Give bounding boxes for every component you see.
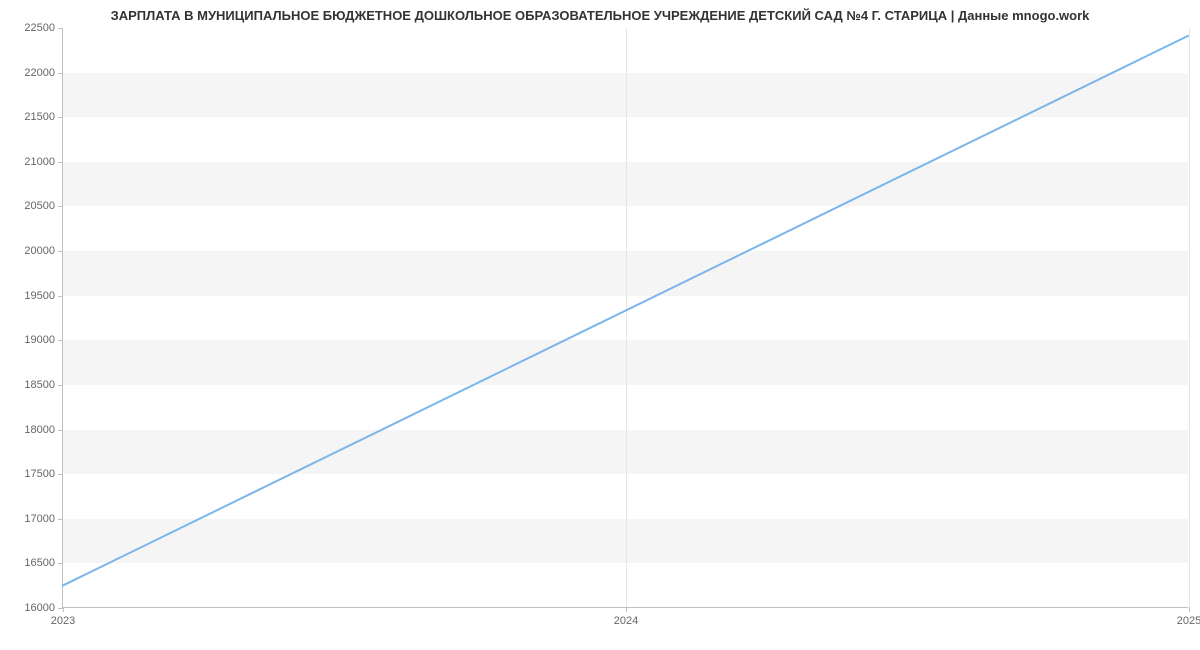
x-tick-mark [63, 607, 64, 612]
y-tick-label: 21500 [24, 111, 55, 123]
y-tick-mark [58, 430, 63, 431]
plot-area: 1600016500170001750018000185001900019500… [62, 28, 1188, 608]
y-tick-label: 17000 [24, 513, 55, 525]
y-tick-label: 17500 [24, 468, 55, 480]
y-tick-mark [58, 162, 63, 163]
x-tick-label: 2024 [614, 615, 638, 627]
chart-title: ЗАРПЛАТА В МУНИЦИПАЛЬНОЕ БЮДЖЕТНОЕ ДОШКО… [0, 0, 1200, 27]
y-tick-label: 19500 [24, 290, 55, 302]
chart-container: 1600016500170001750018000185001900019500… [62, 28, 1188, 608]
y-tick-label: 20500 [24, 200, 55, 212]
y-tick-mark [58, 296, 63, 297]
x-tick-label: 2023 [51, 615, 75, 627]
y-tick-label: 18000 [24, 424, 55, 436]
y-tick-mark [58, 251, 63, 252]
x-tick-mark [626, 607, 627, 612]
y-tick-label: 19000 [24, 334, 55, 346]
y-tick-label: 18500 [24, 379, 55, 391]
series-line-salary [63, 36, 1188, 586]
y-tick-mark [58, 73, 63, 74]
y-tick-label: 16000 [24, 602, 55, 614]
chart-line-svg [63, 28, 1188, 607]
y-tick-mark [58, 340, 63, 341]
x-tick-label: 2025 [1177, 615, 1200, 627]
y-tick-label: 21000 [24, 156, 55, 168]
y-tick-mark [58, 474, 63, 475]
x-grid-line [1189, 28, 1190, 607]
x-tick-mark [1189, 607, 1190, 612]
y-tick-mark [58, 206, 63, 207]
y-tick-mark [58, 117, 63, 118]
y-tick-mark [58, 519, 63, 520]
y-tick-label: 22500 [24, 22, 55, 34]
y-tick-mark [58, 563, 63, 564]
y-tick-label: 16500 [24, 557, 55, 569]
y-tick-label: 22000 [24, 67, 55, 79]
y-tick-mark [58, 385, 63, 386]
y-tick-label: 20000 [24, 245, 55, 257]
y-tick-mark [58, 28, 63, 29]
